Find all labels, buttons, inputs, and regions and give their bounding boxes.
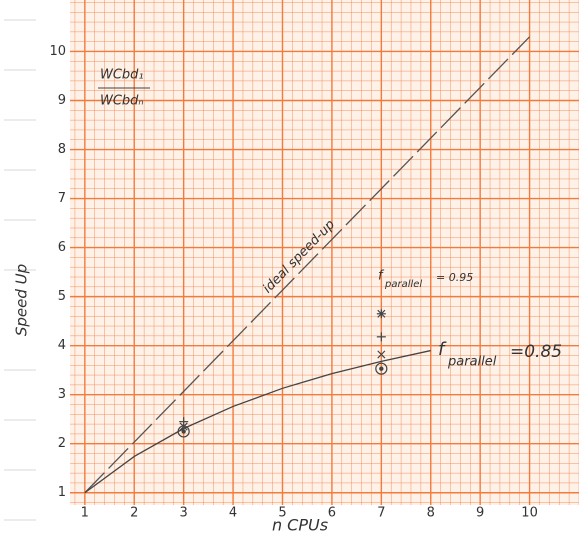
y-tick-label: 9	[58, 93, 66, 108]
x-tick-label: 8	[427, 506, 435, 521]
formula-denominator: WCbdₙ	[100, 94, 144, 109]
fit-label-text: =0.85	[510, 342, 562, 362]
formula-numerator: WCbd₁	[100, 68, 144, 83]
label-095-symbol: f	[378, 269, 385, 284]
x-tick-label: 10	[521, 506, 538, 521]
graph-paper	[70, 0, 579, 505]
label-095-text: = 0.95	[436, 271, 473, 284]
x-tick-label: 4	[229, 506, 237, 521]
y-tick-label: 7	[58, 191, 66, 206]
data-point	[177, 425, 190, 438]
y-tick-label: 2	[58, 436, 66, 451]
y-tick-label: 4	[58, 338, 66, 353]
x-axis-label: n CPUs	[272, 516, 328, 535]
x-tick-label: 6	[328, 506, 336, 521]
fit-label-symbol: f	[438, 339, 447, 360]
data-point	[377, 350, 386, 359]
y-tick-label: 1	[58, 485, 66, 500]
y-tick-label: 5	[58, 289, 66, 304]
data-point	[375, 362, 388, 375]
x-tick-label: 1	[81, 506, 89, 521]
marker-stroke	[377, 350, 386, 359]
data-point	[376, 309, 386, 319]
data-point	[376, 332, 386, 342]
series-line	[84, 36, 531, 494]
marker-ring	[375, 362, 388, 375]
series-line	[84, 349, 431, 494]
label-095-subscript: parallel	[384, 279, 422, 290]
y-tick-label: 10	[49, 44, 66, 59]
x-tick-label: 9	[476, 506, 484, 521]
x-tick-label: 7	[377, 506, 385, 521]
y-tick-label: 6	[58, 240, 66, 255]
marker-ring	[177, 425, 190, 438]
y-axis-label: Speed Up	[13, 264, 31, 336]
marker-dot	[379, 366, 384, 371]
marker-dot	[181, 429, 186, 434]
x-tick-label: 5	[278, 506, 286, 521]
x-tick-label: 3	[180, 506, 188, 521]
y-tick-label: 8	[58, 142, 66, 157]
marker-stroke	[377, 309, 386, 318]
notebook-lines	[4, 19, 36, 521]
data-point	[179, 417, 189, 427]
y-tick-label: 3	[58, 387, 66, 402]
x-tick-label: 2	[130, 506, 138, 521]
fit-label-subscript: parallel	[447, 355, 497, 370]
